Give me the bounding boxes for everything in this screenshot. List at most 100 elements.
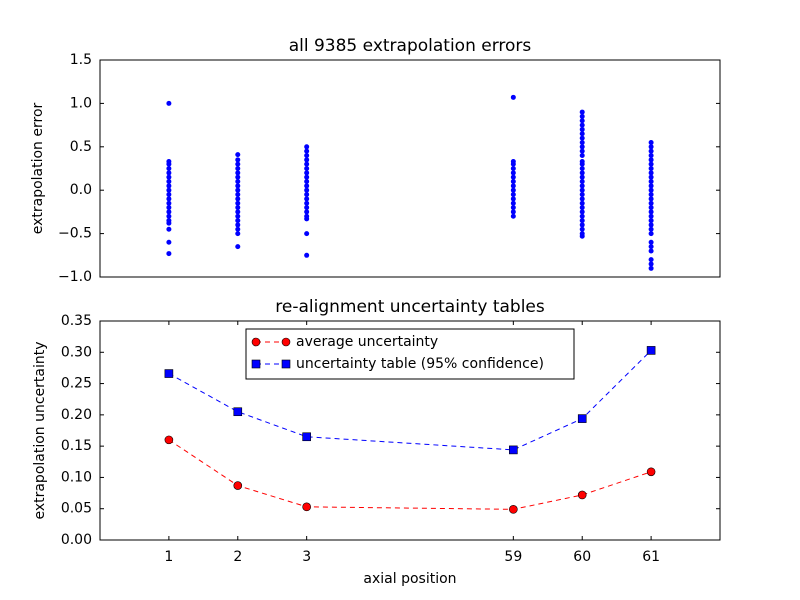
point — [235, 166, 241, 171]
point — [510, 196, 516, 202]
point — [648, 265, 654, 271]
point — [648, 152, 654, 158]
x-tick-label: 2 — [233, 549, 242, 565]
point — [648, 179, 654, 185]
x-tick-label: 61 — [642, 549, 660, 565]
chart-title: re-alignment uncertainty tables — [275, 297, 545, 317]
point — [304, 216, 310, 222]
point — [166, 192, 172, 198]
point — [579, 205, 585, 211]
marker — [164, 435, 174, 445]
point — [579, 213, 585, 219]
y-tick-label: −0.5 — [58, 226, 92, 242]
point — [235, 196, 241, 202]
point — [579, 109, 585, 115]
point — [235, 244, 241, 250]
point — [235, 205, 241, 211]
point — [648, 170, 654, 176]
point — [166, 209, 172, 215]
point — [304, 187, 310, 193]
point — [579, 118, 585, 124]
point — [648, 209, 654, 215]
legend-marker — [251, 337, 261, 347]
point — [166, 174, 172, 180]
point — [579, 144, 585, 150]
y-tick-label: 0.15 — [61, 438, 92, 454]
series-line — [168, 350, 652, 451]
point — [235, 187, 241, 193]
point — [579, 135, 585, 141]
point — [648, 244, 654, 250]
point — [648, 166, 654, 171]
legend-label: uncertainty table (95% confidence) — [296, 356, 544, 372]
marker — [233, 407, 243, 417]
point — [235, 152, 241, 158]
point — [510, 170, 516, 176]
point — [648, 157, 654, 163]
point — [648, 200, 654, 206]
point — [235, 222, 241, 228]
point — [304, 192, 310, 198]
point — [648, 222, 654, 228]
y-axis-label: extrapolation error — [30, 102, 46, 234]
point — [579, 187, 585, 193]
point — [648, 248, 654, 254]
point — [166, 239, 172, 245]
point — [648, 187, 654, 193]
point — [648, 239, 654, 245]
point — [510, 205, 516, 211]
point — [579, 148, 585, 154]
legend — [245, 328, 575, 380]
point — [166, 213, 172, 219]
point — [648, 192, 654, 198]
legend-marker — [281, 359, 291, 369]
point — [648, 261, 654, 267]
y-tick-label: 0.0 — [70, 182, 92, 198]
point — [510, 187, 516, 193]
point — [579, 218, 585, 224]
point — [648, 174, 654, 180]
point — [166, 196, 172, 202]
axes-frame — [99, 59, 721, 278]
point — [304, 196, 310, 202]
point — [510, 179, 516, 185]
point — [166, 220, 172, 226]
marker — [509, 445, 518, 455]
y-tick-label: 0.35 — [61, 313, 92, 329]
point — [579, 196, 585, 202]
point — [579, 209, 585, 215]
point — [166, 170, 172, 176]
point — [579, 131, 585, 137]
y-tick-label: 0.05 — [61, 501, 92, 517]
point — [510, 174, 516, 180]
point — [510, 161, 516, 167]
marker — [577, 490, 587, 500]
point — [166, 183, 172, 189]
y-tick-label: 1.5 — [70, 52, 92, 68]
point — [510, 94, 516, 100]
series-line — [168, 439, 652, 510]
point — [166, 166, 172, 171]
point — [648, 183, 654, 189]
y-axis-label: extrapolation uncertainty — [32, 341, 48, 519]
axes-frame — [99, 320, 721, 541]
legend-label: average uncertainty — [296, 334, 438, 350]
x-axis-label: axial position — [363, 571, 456, 587]
marker — [302, 432, 311, 442]
point — [235, 157, 241, 163]
point — [579, 222, 585, 228]
point — [304, 231, 310, 237]
point — [579, 170, 585, 176]
point — [579, 152, 585, 158]
point — [166, 200, 172, 206]
marker — [509, 505, 518, 514]
point — [648, 139, 654, 145]
point — [510, 192, 516, 198]
point — [304, 252, 310, 258]
point — [510, 200, 516, 206]
point — [304, 209, 310, 215]
point — [304, 174, 310, 180]
point — [648, 231, 654, 237]
point — [648, 213, 654, 219]
